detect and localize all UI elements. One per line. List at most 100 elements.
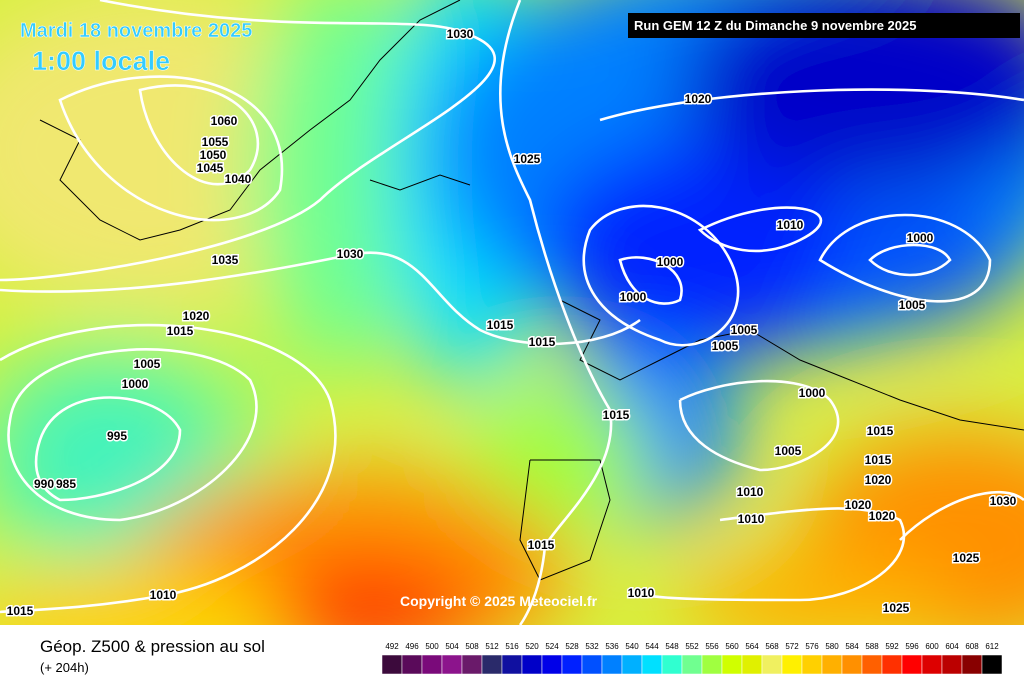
isobar <box>499 0 613 625</box>
isobar-label: 1000 <box>657 255 684 269</box>
isobar-label: 1030 <box>447 27 474 41</box>
scale-label: 580 <box>825 642 839 651</box>
isobar-label: 1015 <box>7 604 34 618</box>
isobar <box>0 251 641 346</box>
scale-label: 544 <box>645 642 659 651</box>
scale-label: 500 <box>425 642 439 651</box>
color-swatch <box>921 654 943 675</box>
isobar-label: 1010 <box>737 485 764 499</box>
isobar-label: 1025 <box>514 152 541 166</box>
isobar-label: 1015 <box>528 538 555 552</box>
color-swatch <box>781 654 803 675</box>
isobar-label: 1060 <box>211 114 238 128</box>
scale-label: 532 <box>585 642 599 651</box>
isobar-label: 995 <box>107 429 127 443</box>
isobar-label: 1010 <box>777 218 804 232</box>
isobar-label: 1020 <box>685 92 712 106</box>
copyright: Copyright © 2025 Meteociel.fr <box>400 593 598 609</box>
isobar-label: 1000 <box>620 290 647 304</box>
color-swatch <box>981 654 1003 675</box>
scale-label: 612 <box>985 642 999 651</box>
coastline <box>39 0 461 241</box>
color-swatch <box>641 654 663 675</box>
isobar-label: 1020 <box>865 473 892 487</box>
coastline <box>369 174 471 191</box>
run-info: Run GEM 12 Z du Dimanche 9 novembre 2025 <box>634 18 916 33</box>
isobar-label: 990 <box>34 477 54 491</box>
scale-label: 548 <box>665 642 679 651</box>
isobar-label: 1030 <box>337 247 364 261</box>
scale-label: 564 <box>745 642 759 651</box>
color-swatch <box>421 654 443 675</box>
scale-label: 608 <box>965 642 979 651</box>
isobar-label: 1010 <box>628 586 655 600</box>
isobar-label: 1020 <box>869 509 896 523</box>
legend-lead: (+ 204h) <box>40 660 89 675</box>
color-swatch <box>381 654 403 675</box>
scale-label: 492 <box>385 642 399 651</box>
isobar-label: 1005 <box>134 357 161 371</box>
isobar-label: 1055 <box>202 135 229 149</box>
scale-label: 584 <box>845 642 859 651</box>
isobar-label: 1005 <box>731 323 758 337</box>
isobar <box>818 213 992 303</box>
scale-label: 592 <box>885 642 899 651</box>
color-swatch <box>581 654 603 675</box>
isobar <box>7 348 258 522</box>
date: Mardi 18 novembre 2025 <box>20 20 252 42</box>
scale-label: 588 <box>865 642 879 651</box>
isobar-label: 1035 <box>212 253 239 267</box>
scale-label: 576 <box>805 642 819 651</box>
isobar-label: 1015 <box>603 408 630 422</box>
isobar-label: 1005 <box>899 298 926 312</box>
scale-label: 552 <box>685 642 699 651</box>
color-swatch <box>961 654 983 675</box>
isobar <box>868 243 952 277</box>
isobar-label: 1020 <box>183 309 210 323</box>
color-swatch <box>761 654 783 675</box>
isobar-label: 1015 <box>867 424 894 438</box>
scale-label: 528 <box>565 642 579 651</box>
isobar-label: 1000 <box>799 386 826 400</box>
isobar-label: 1015 <box>487 318 514 332</box>
isobar <box>678 379 840 472</box>
isobar-label: 1040 <box>225 172 252 186</box>
isobar-label: 985 <box>56 477 76 491</box>
color-swatch <box>861 654 883 675</box>
color-swatch <box>621 654 643 675</box>
scale-label: 556 <box>705 642 719 651</box>
scale-label: 508 <box>465 642 479 651</box>
isobar-label: 1015 <box>865 453 892 467</box>
isobar-label: 1025 <box>883 601 910 615</box>
scale-label: 524 <box>545 642 559 651</box>
scale-label: 560 <box>725 642 739 651</box>
scale-label: 568 <box>765 642 779 651</box>
color-swatch <box>561 654 583 675</box>
isobar-label: 1015 <box>529 335 556 349</box>
isobar-label: 1050 <box>200 148 227 162</box>
color-swatch <box>681 654 703 675</box>
color-swatch <box>801 654 823 675</box>
run-box <box>628 13 1020 38</box>
coastline <box>519 459 611 581</box>
isobar <box>899 490 1024 541</box>
isobar-label: 1025 <box>953 551 980 565</box>
scale-label: 512 <box>485 642 499 651</box>
coastline <box>559 299 1024 431</box>
isobar <box>697 206 823 253</box>
color-swatch <box>661 654 683 675</box>
isobar <box>0 323 337 614</box>
scale-label: 600 <box>925 642 939 651</box>
color-swatch <box>401 654 423 675</box>
color-swatch <box>901 654 923 675</box>
isobar <box>58 75 284 222</box>
isobar-label: 1045 <box>197 161 224 175</box>
color-swatch <box>881 654 903 675</box>
isobar-label: 1000 <box>907 231 934 245</box>
isobar-label: 1000 <box>122 377 149 391</box>
isobar-label: 1030 <box>990 494 1017 508</box>
color-swatch <box>821 654 843 675</box>
isobar <box>34 396 182 502</box>
